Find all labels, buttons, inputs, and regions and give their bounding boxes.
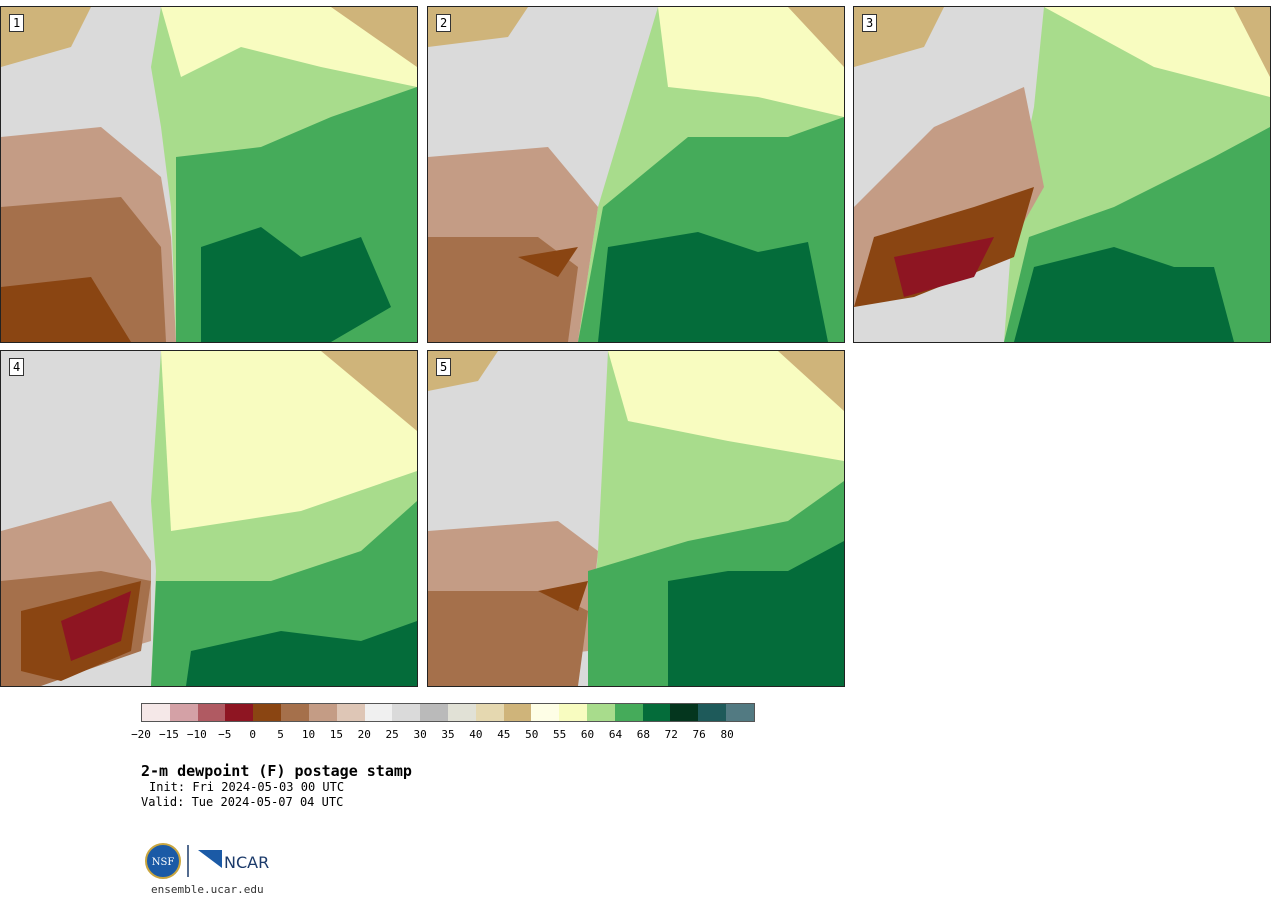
panel-number: 1: [9, 14, 25, 32]
colorbar-tick-label: −10: [186, 728, 207, 741]
colorbar-segment: [364, 704, 393, 721]
svg-text:NCAR: NCAR: [224, 853, 269, 872]
colorbar-tick-label: 5: [277, 728, 284, 741]
panel-number: 5: [436, 358, 452, 376]
colorbar-segment: [281, 704, 309, 721]
colorbar-tick-label: −20: [131, 728, 151, 741]
colorbar-tick-label: 25: [385, 728, 399, 741]
colorbar-segment: [336, 704, 365, 721]
colorbar-tick-label: −15: [158, 728, 179, 741]
colorbar-tick-label: 20: [357, 728, 371, 741]
dewpoint-map-3: [854, 7, 1270, 342]
map-panel-4: 4: [0, 350, 418, 687]
colorbar-tick-label: 60: [580, 728, 595, 741]
colorbar-segment: [642, 704, 671, 721]
nsf-ncar-logo: NSF NCAR: [145, 843, 269, 879]
colorbar-segment: [447, 704, 476, 721]
colorbar-segment: [614, 704, 643, 721]
colorbar-tick-label: 72: [664, 728, 678, 741]
colorbar-tick-label: 30: [413, 728, 427, 741]
colorbar-segment: [531, 704, 560, 721]
colorbar-tick-label: 0: [249, 728, 256, 741]
colorbar-tick-label: 80: [720, 728, 734, 741]
panel-number: 4: [9, 358, 25, 376]
colorbar-tick-label: 68: [636, 728, 650, 741]
colorbar-segment: [503, 704, 532, 721]
colorbar: [141, 703, 755, 722]
colorbar-segment: [475, 704, 504, 721]
dewpoint-map-1: [1, 7, 417, 342]
colorbar-segment: [587, 704, 615, 721]
panel-number: 2: [436, 14, 452, 32]
colorbar-segment: [169, 704, 198, 721]
colorbar-segment: [670, 704, 699, 721]
colorbar-tick-label: 50: [525, 728, 539, 741]
colorbar-tick-label: 40: [469, 728, 483, 741]
colorbar-segment: [726, 704, 754, 721]
colorbar-segment: [559, 704, 587, 721]
colorbar-tick-label: 76: [692, 728, 706, 741]
colorbar-segment: [308, 704, 337, 721]
colorbar-segment: [392, 704, 421, 721]
svg-text:NSF: NSF: [152, 857, 175, 868]
colorbar-ticks: −20 −15 −10 −5 0 5 10 15 20 25 30 35 40 45 50 55 60 64 68 7…: [131, 728, 755, 742]
dewpoint-map-4: [1, 351, 417, 686]
map-panel-2: 2: [427, 6, 845, 343]
colorbar-tick-label: 55: [553, 728, 567, 741]
init-time: Init: Fri 2024-05-03 00 UTC: [149, 780, 345, 794]
map-panel-1: 1: [0, 6, 418, 343]
colorbar-segment: [225, 704, 254, 721]
map-panel-5: 5: [427, 350, 845, 687]
colorbar-segment: [142, 704, 170, 721]
colorbar-tick-label: 15: [329, 728, 343, 741]
colorbar-tick-label: 64: [608, 728, 623, 741]
panel-number: 3: [862, 14, 878, 32]
colorbar-segment: [420, 704, 448, 721]
colorbar-tick-label: 10: [301, 728, 316, 741]
colorbar-tick-label: 45: [497, 728, 511, 741]
page-title: 2-m dewpoint (F) postage stamp: [141, 762, 412, 780]
map-panel-3: 3: [853, 6, 1271, 343]
website-url: ensemble.ucar.edu: [151, 883, 264, 896]
dewpoint-map-5: [428, 351, 844, 686]
colorbar-segment: [698, 704, 727, 721]
colorbar-segment: [197, 704, 226, 721]
valid-time: Valid: Tue 2024-05-07 04 UTC: [141, 795, 344, 809]
dewpoint-map-2: [428, 7, 844, 342]
colorbar-segment: [253, 704, 282, 721]
colorbar-tick-label: −5: [218, 728, 232, 741]
colorbar-tick-label: 35: [441, 728, 455, 741]
